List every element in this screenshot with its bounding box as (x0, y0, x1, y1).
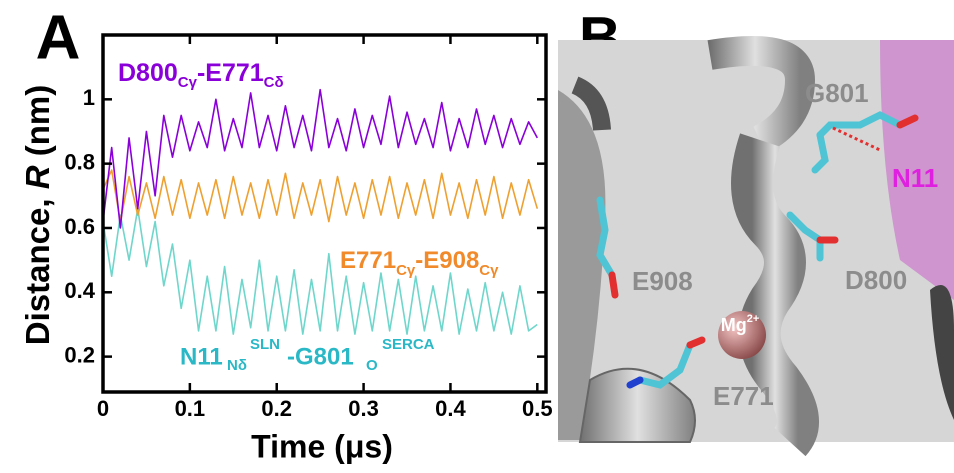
x-tick-label: 0.3 (348, 396, 379, 421)
plot-frame (103, 35, 546, 392)
label-part: D800 (118, 59, 178, 87)
label-part: E771 (340, 247, 396, 274)
y-label-part: R (19, 165, 56, 189)
series-label: N11 Nδ SLN -G801 O SERCA (180, 336, 435, 374)
x-tick-label: 0.2 (261, 396, 292, 421)
x-axis-label: Time (μs) (251, 428, 393, 464)
y-tick-label: 0.2 (64, 342, 95, 367)
y-axis-label: Distance, R (nm) (19, 85, 56, 345)
residue-label: E771 (713, 381, 774, 411)
structure-panel: Mg2+ G801 E908 D800 E771 N11 (558, 40, 954, 442)
series-line (103, 170, 537, 221)
label-part: -E908 (415, 247, 479, 274)
plot-area (103, 90, 537, 334)
x-tick-label: 0 (97, 396, 109, 421)
residue-label: E908 (632, 266, 693, 296)
label-part: SERCA (382, 336, 435, 353)
label-part: Cγ (479, 262, 499, 279)
label-part: -E771 (197, 59, 264, 87)
x-tick-label: 0.1 (175, 396, 206, 421)
y-tick-label: 1 (83, 85, 95, 110)
residue-label: N11 (892, 163, 938, 193)
residue-label: G801 (805, 78, 869, 108)
x-tick-label: 0.4 (435, 396, 466, 421)
panel-label: A (36, 3, 81, 72)
label-part: -G801 (287, 343, 354, 370)
y-tick-label: 0.6 (64, 214, 95, 239)
label-part: Cγ (396, 262, 416, 279)
figure: A B Distance, R (nm) Time (μs) D800Cγ-E7… (0, 0, 954, 473)
label-part: SLN (250, 336, 280, 353)
label-part: Cδ (264, 74, 284, 91)
label-part: Nδ (227, 357, 247, 374)
series-line (103, 90, 537, 228)
label-part: N11 (180, 343, 223, 370)
series-label: E771Cγ-E908Cγ (340, 247, 499, 279)
label-part: 2+ (747, 313, 760, 325)
series-group (103, 90, 537, 334)
label-part: Cγ (178, 74, 198, 91)
y-tick-label: 0.8 (64, 149, 95, 174)
y-label-part: Distance, (19, 189, 56, 345)
residue-label: D800 (845, 265, 907, 295)
y-tick-label: 0.4 (64, 278, 95, 303)
x-tick-label: 0.5 (522, 396, 553, 421)
label-part: O (366, 357, 378, 374)
y-label-part: (nm) (19, 85, 56, 166)
series-label: D800Cγ-E771Cδ (118, 59, 284, 91)
label-part: Mg (721, 315, 747, 335)
